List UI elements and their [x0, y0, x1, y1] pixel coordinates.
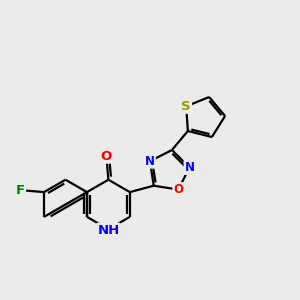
Text: O: O [173, 183, 183, 196]
Text: N: N [145, 155, 155, 168]
Text: N: N [184, 161, 194, 174]
Text: F: F [16, 184, 25, 196]
Text: NH: NH [97, 224, 119, 237]
Text: S: S [181, 100, 191, 113]
Text: O: O [101, 150, 112, 163]
